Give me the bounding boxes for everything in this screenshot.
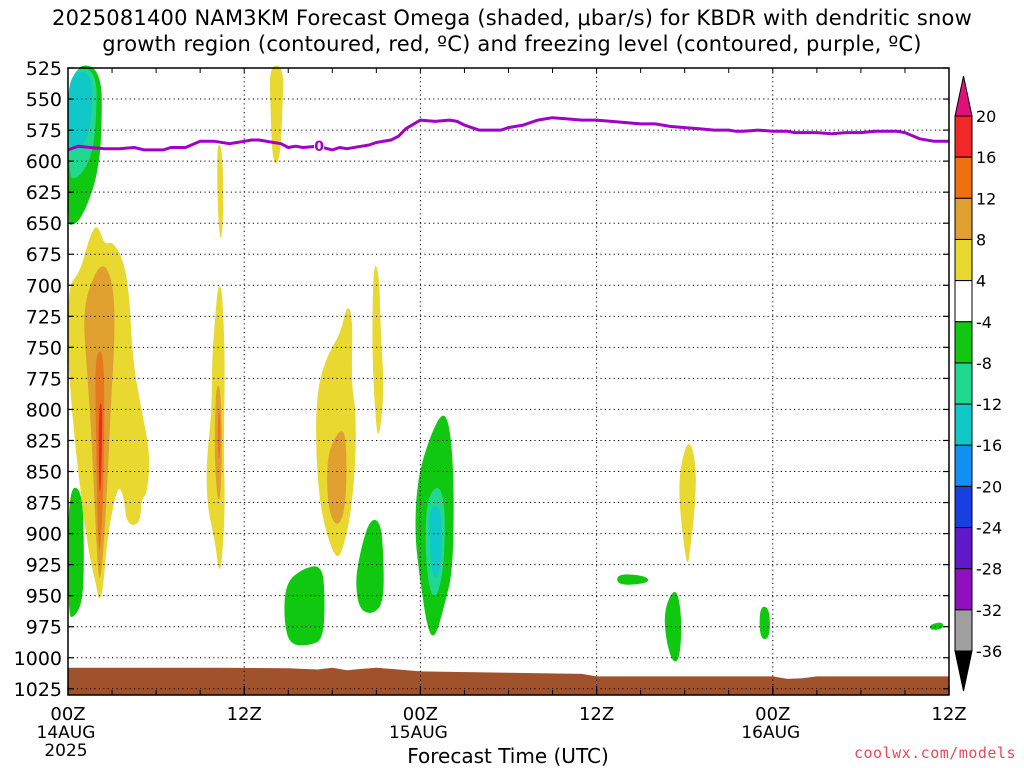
omega-region-orange-18z (327, 431, 347, 524)
x-tick-label-4: 00Z (755, 704, 790, 725)
x-tick-label-1: 12Z (227, 704, 262, 725)
colorbar-bin-8 (954, 403, 973, 446)
colorbar-label-6: -8 (976, 354, 992, 373)
plot-frame (67, 67, 950, 696)
omega-region-green-16z (284, 566, 325, 646)
y-tick-label-1000: 1000 (14, 648, 62, 670)
omega-region-green-59z (929, 622, 944, 630)
credit-text: coolwx.com/models (853, 744, 1016, 762)
y-tick-label-525: 525 (26, 58, 62, 80)
colorbar-label-11: -28 (976, 560, 1002, 579)
colorbar-label-1: 16 (976, 148, 996, 167)
y-tick-label-650: 650 (26, 213, 62, 235)
colorbar-bin-13 (954, 609, 973, 652)
colorbar-label-13: -36 (976, 642, 1002, 661)
colorbar-bin-11 (954, 527, 973, 570)
colorbar-bin-1 (954, 115, 973, 158)
omega-region-cyan-25z (429, 505, 442, 577)
colorbar-label-2: 12 (976, 189, 996, 208)
y-tick-label-850: 850 (26, 462, 62, 484)
freezing-level-label: 0 (314, 139, 324, 155)
omega-region-cyan-topleft (68, 71, 93, 149)
omega-region-green-38z (617, 574, 649, 585)
y-tick-label-875: 875 (26, 493, 62, 515)
colorbar-bottom-triangle (954, 650, 973, 692)
x-tick-sublabel2-0: 2025 (44, 741, 87, 761)
y-tick-label-725: 725 (26, 306, 62, 328)
omega-region-red-left (98, 403, 103, 492)
chart-title-line2: growth region (contoured, red, ºC) and f… (102, 32, 922, 56)
y-tick-label-575: 575 (26, 120, 62, 142)
colorbar-bin-6 (954, 321, 973, 364)
x-tick-label-5: 12Z (931, 704, 966, 725)
y-tick-label-775: 775 (26, 368, 62, 390)
x-tick-sublabel-2: 15AUG (389, 723, 448, 743)
y-tick-label-1025: 1025 (14, 679, 62, 701)
colorbar-bin-3 (954, 197, 973, 240)
omega-region-green-20z (356, 519, 384, 613)
omega-region-yellow-thin-10z (217, 144, 224, 238)
y-tick-label-550: 550 (26, 89, 62, 111)
axes-layer: 525 550 575 600 625 650 675 700 725 750 775 800 825 8… (14, 58, 967, 761)
x-tick-sublabel-4: 16AUG (741, 723, 800, 743)
colorbar-bin-5 (954, 280, 973, 323)
y-tick-label-700: 700 (26, 275, 62, 297)
colorbar-bin-4 (954, 238, 973, 282)
freezing-level-line (67, 116, 949, 152)
x-tick-label-3: 12Z (579, 704, 614, 725)
x-axis-label: Forecast Time (UTC) (407, 744, 609, 768)
y-tick-label-925: 925 (26, 555, 62, 577)
colorbar-layer: 20 16 12 8 4 -4 -8 -12 -16 -20 -24 -28 -32 -36 (954, 75, 1002, 692)
omega-region-yellow-14z (269, 65, 284, 164)
freezing-level-layer: 0 (67, 116, 949, 155)
y-tick-label-800: 800 (26, 399, 62, 421)
y-tick-label-750: 750 (26, 337, 62, 359)
ground-terrain (68, 667, 949, 695)
colorbar-bin-2 (954, 156, 973, 199)
y-tick-label-675: 675 (26, 244, 62, 266)
omega-region-green-47z (759, 606, 770, 640)
colorbar-label-7: -12 (976, 395, 1002, 414)
colorbar-bin-12 (954, 568, 973, 611)
chart-title-line1: 2025081400 NAM3KM Forecast Omega (shaded… (52, 6, 972, 30)
colorbar-bin-7 (954, 362, 973, 405)
omega-region-darkorange-10z (217, 410, 221, 460)
ground-layer (68, 667, 949, 695)
y-tick-label-625: 625 (26, 182, 62, 204)
y-tick-label-950: 950 (26, 586, 62, 608)
omega-region-yellow-21z (372, 265, 384, 434)
omega-region-green-41z (664, 591, 682, 662)
omega-shading-layer (68, 65, 944, 662)
colorbar-label-3: 8 (976, 230, 986, 249)
y-tick-label-900: 900 (26, 524, 62, 546)
omega-region-yellow-42z (679, 443, 696, 563)
omega-region-yellow-18z (316, 308, 356, 557)
y-tick-label-825: 825 (26, 430, 62, 452)
colorbar-bin-10 (954, 485, 973, 529)
y-tick-label-975: 975 (26, 617, 62, 639)
omega-region-green-bottomleft (68, 487, 84, 617)
x-tick-sublabel-0: 14AUG (37, 723, 96, 743)
colorbar-label-9: -20 (976, 477, 1002, 496)
colorbar-label-5: -4 (976, 313, 992, 332)
y-tick-label-600: 600 (26, 151, 62, 173)
x-tick-label-0: 00Z (50, 704, 85, 725)
freezing-level-label-bg (314, 138, 325, 155)
x-tick-label-2: 00Z (403, 704, 438, 725)
grid-layer (67, 67, 950, 695)
colorbar-label-0: 20 (976, 107, 996, 126)
colorbar-label-4: 4 (976, 272, 986, 291)
colorbar-label-10: -24 (976, 519, 1002, 538)
colorbar-top-triangle (954, 75, 973, 117)
colorbar-label-8: -16 (976, 436, 1002, 455)
colorbar-label-12: -32 (976, 601, 1002, 620)
colorbar-bin-9 (954, 444, 973, 487)
